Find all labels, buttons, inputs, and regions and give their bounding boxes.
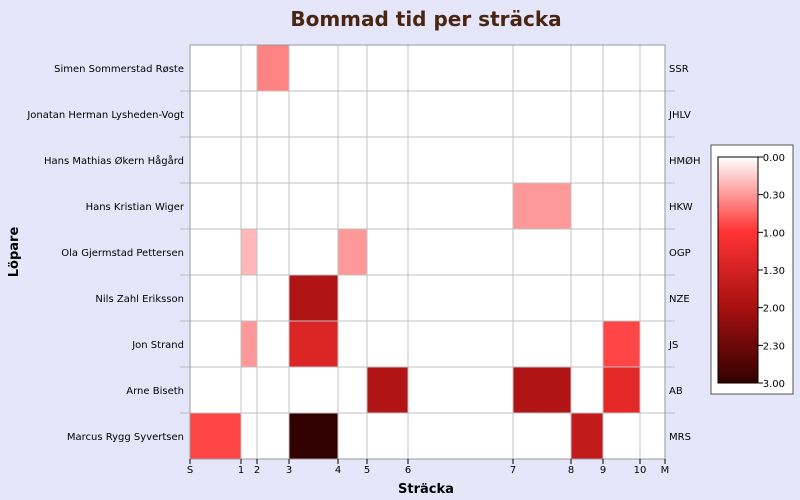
- runner-abbr-label: JS: [668, 340, 678, 351]
- heatmap-cell: [289, 413, 338, 459]
- x-tick-label: 5: [364, 465, 370, 476]
- heatmap-cell: [241, 229, 257, 275]
- x-tick-label: 4: [335, 465, 341, 476]
- x-tick-label: M: [661, 465, 670, 476]
- x-tick-label: 2: [254, 465, 260, 476]
- runner-abbr-label: HKW: [669, 202, 693, 213]
- x-tick-label: 9: [600, 465, 606, 476]
- colorbar-tick-label: 2.30: [763, 341, 785, 352]
- plot-border: [189, 44, 666, 460]
- x-tick-label: 1: [238, 465, 244, 476]
- runner-name-label: Nils Zahl Eriksson: [95, 294, 184, 305]
- colorbar-tick-label: 1.30: [763, 266, 785, 277]
- runner-name-label: Marcus Rygg Syvertsen: [67, 432, 184, 443]
- heatmap-cell: [513, 183, 571, 229]
- x-tick-label: S: [187, 465, 193, 476]
- plot-area: [190, 45, 665, 459]
- colorbar-tick-label: 0.30: [763, 191, 785, 202]
- x-tick-label: 7: [510, 465, 516, 476]
- runner-abbr-label: MRS: [669, 432, 691, 443]
- x-axis-title: Sträcka: [398, 482, 454, 497]
- heatmap-cell: [190, 413, 241, 459]
- heatmap-cell: [367, 367, 408, 413]
- runner-abbr-label: NZE: [669, 294, 690, 305]
- runner-name-label: Hans Mathias Økern Hågård: [44, 154, 184, 167]
- x-tick-label: 8: [568, 465, 574, 476]
- y-axis-title: Löpare: [7, 227, 22, 278]
- x-tick-label: 10: [634, 465, 647, 476]
- runner-name-label: Arne Biseth: [126, 386, 184, 397]
- colorbar-gradient: [717, 156, 759, 384]
- heatmap-cell: [603, 321, 640, 367]
- colorbar-tick-label: 3.00: [763, 379, 785, 390]
- runner-abbr-label: OGP: [669, 248, 691, 259]
- runner-name-label: Hans Kristian Wiger: [86, 202, 185, 213]
- colorbar-tick-label: 0.00: [763, 153, 785, 164]
- chart-title: Bommad tid per sträcka: [290, 7, 561, 31]
- x-tick-label: 3: [286, 465, 292, 476]
- heatmap-cell: [241, 321, 257, 367]
- runner-name-label: Jonatan Herman Lysheden-Vogt: [26, 110, 184, 121]
- heatmap-cell: [513, 367, 571, 413]
- runner-name-label: Simen Sommerstad Røste: [54, 64, 184, 75]
- x-tick-label: 6: [405, 465, 411, 476]
- heatmap-cell: [571, 413, 603, 459]
- heatmap-cell: [289, 321, 338, 367]
- colorbar-legend: 0.00 0.30 1.00 1.30 2.00 2.30 3.00: [710, 144, 794, 395]
- runner-name-label: Ola Gjermstad Pettersen: [61, 248, 184, 259]
- heatmap-cell: [257, 45, 289, 91]
- heatmap-cell: [289, 275, 338, 321]
- runner-name-label: Jon Strand: [131, 340, 184, 351]
- heatmap-cell: [338, 229, 367, 275]
- runner-abbr-label: AB: [669, 386, 683, 397]
- colorbar-tick-label: 2.00: [763, 304, 785, 315]
- runner-abbr-label: SSR: [669, 64, 689, 75]
- heatmap-cell: [603, 367, 640, 413]
- runner-abbr-label: HMØH: [669, 155, 701, 167]
- colorbar-tick-label: 1.00: [763, 228, 785, 239]
- runner-abbr-label: JHLV: [668, 110, 691, 121]
